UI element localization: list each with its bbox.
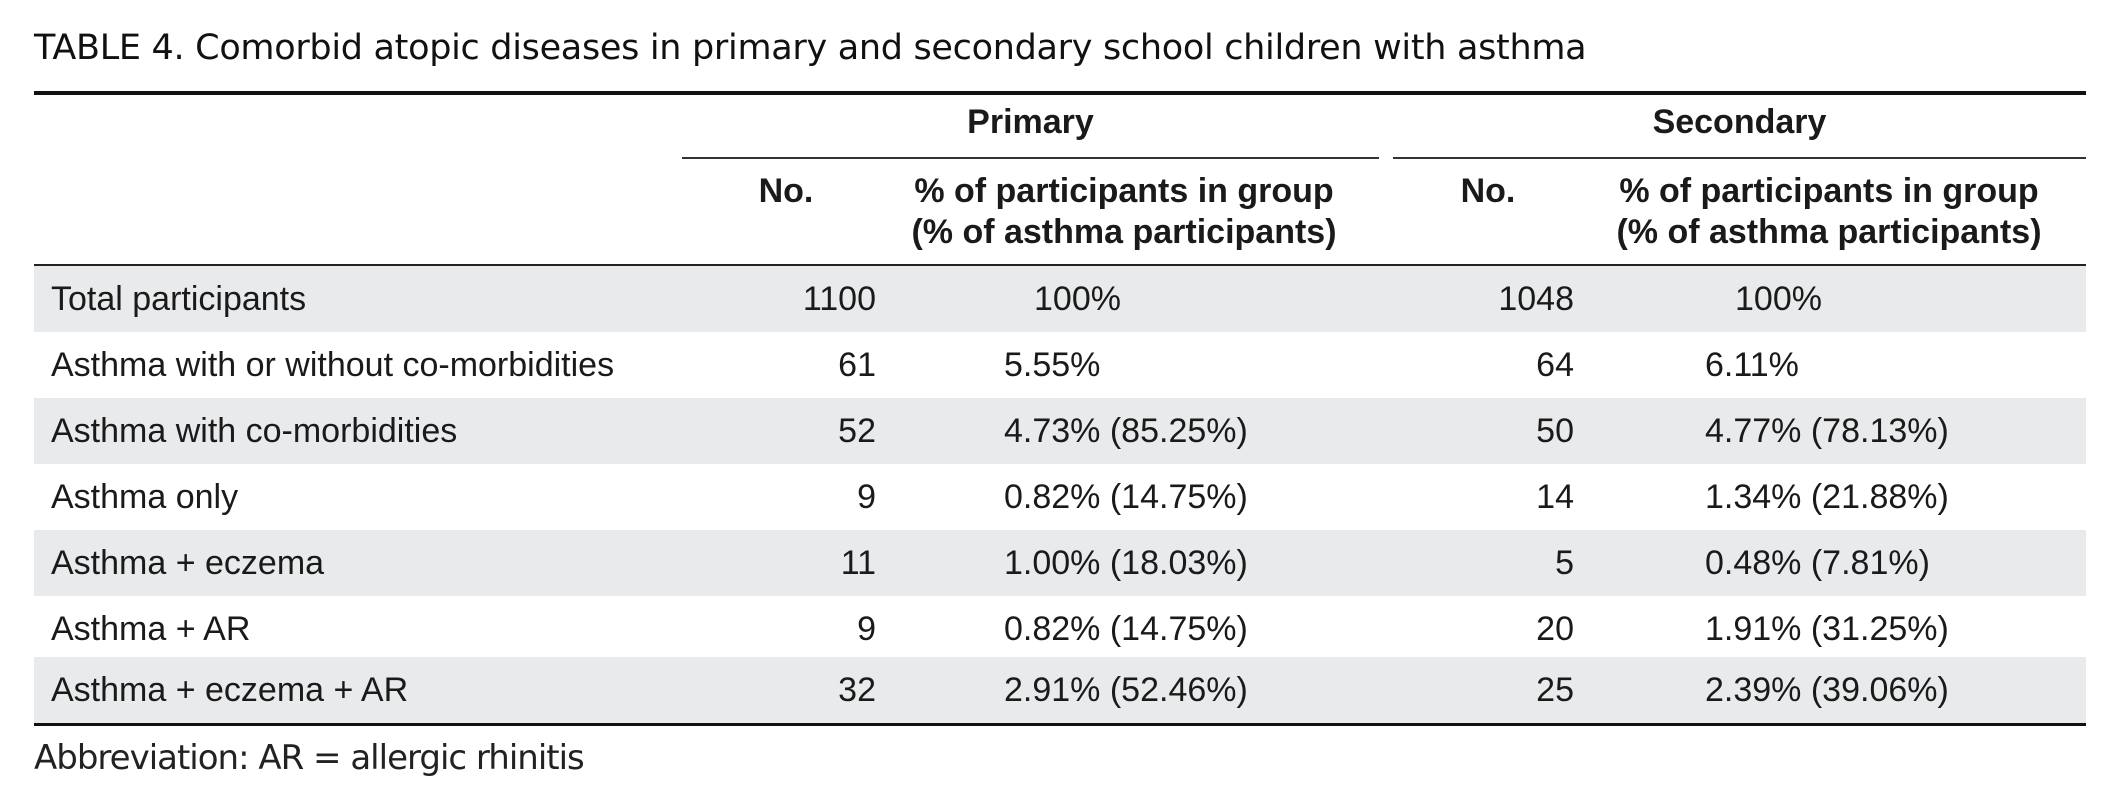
group-rule-primary: [682, 157, 1379, 159]
secondary-no: 50: [1536, 412, 1574, 450]
secondary-pct: 100%: [1735, 280, 1822, 318]
row-label: Asthma + eczema + AR: [51, 671, 409, 709]
row-label: Asthma + AR: [51, 610, 251, 648]
row-label: Total participants: [51, 280, 307, 318]
table-row: Asthma + AR 9 0.82% (14.75%) 20 1.91% (3…: [34, 596, 2086, 662]
table-footnote: Abbreviation: AR = allergic rhinitis: [34, 738, 585, 778]
primary-no: 11: [840, 544, 876, 582]
primary-no: 1100: [802, 280, 876, 318]
group-rule-secondary: [1393, 157, 2086, 159]
header-bottom-rule: [34, 264, 2086, 266]
header-line-1: % of participants in group: [914, 172, 1334, 210]
column-header-primary-no: No.: [758, 172, 814, 210]
bottom-rule: [34, 723, 2086, 726]
secondary-pct: 2.39% (39.06%): [1705, 671, 1949, 709]
secondary-pct: 4.77% (78.13%): [1705, 412, 1949, 450]
row-label: Asthma with or without co-morbidities: [51, 346, 615, 384]
table-row: Asthma with or without co-morbidities 61…: [34, 332, 2086, 398]
primary-no: 61: [838, 346, 876, 384]
secondary-no: 64: [1536, 346, 1574, 384]
primary-no: 52: [838, 412, 876, 450]
primary-pct: 100%: [1034, 280, 1121, 318]
group-header-primary: Primary: [967, 103, 1094, 141]
table-caption: TABLE 4. Comorbid atopic diseases in pri…: [34, 28, 1587, 68]
secondary-pct: 0.48% (7.81%): [1705, 544, 1930, 582]
primary-pct: 5.55%: [1004, 346, 1101, 384]
column-header-secondary-no: No.: [1460, 172, 1516, 210]
header-line-2: (% of asthma participants): [911, 213, 1337, 251]
secondary-no: 20: [1536, 610, 1574, 648]
secondary-pct: 1.91% (31.25%): [1705, 610, 1949, 648]
group-header-secondary: Secondary: [1652, 103, 1827, 141]
secondary-no: 5: [1555, 544, 1574, 582]
secondary-no: 1048: [1498, 280, 1574, 318]
primary-pct: 0.82% (14.75%): [1004, 610, 1248, 648]
secondary-pct: 6.11%: [1705, 346, 1799, 384]
primary-no: 9: [857, 478, 876, 516]
primary-no: 9: [857, 610, 876, 648]
primary-pct: 2.91% (52.46%): [1004, 671, 1248, 709]
table-row: Asthma only 9 0.82% (14.75%) 14 1.34% (2…: [34, 464, 2086, 530]
secondary-pct: 1.34% (21.88%): [1705, 478, 1949, 516]
secondary-no: 25: [1536, 671, 1574, 709]
column-header-secondary-pct: % of participants in group (% of asthma …: [1582, 171, 2076, 253]
primary-no: 32: [838, 671, 876, 709]
row-label: Asthma only: [51, 478, 239, 516]
top-rule: [34, 91, 2086, 95]
row-label: Asthma with co-morbidities: [51, 412, 458, 450]
secondary-no: 14: [1536, 478, 1574, 516]
primary-pct: 0.82% (14.75%): [1004, 478, 1248, 516]
table-row: Asthma + eczema + AR 32 2.91% (52.46%) 2…: [34, 657, 2086, 723]
header-line-2: (% of asthma participants): [1616, 213, 2042, 251]
column-header-primary-pct: % of participants in group (% of asthma …: [880, 171, 1368, 253]
header-line-1: % of participants in group: [1619, 172, 2039, 210]
table-row: Asthma + eczema 11 1.00% (18.03%) 5 0.48…: [34, 530, 2086, 596]
table-row: Asthma with co-morbidities 52 4.73% (85.…: [34, 398, 2086, 464]
primary-pct: 1.00% (18.03%): [1004, 544, 1248, 582]
primary-pct: 4.73% (85.25%): [1004, 412, 1248, 450]
table-row-total: Total participants 1100 100% 1048 100%: [34, 266, 2086, 332]
row-label: Asthma + eczema: [51, 544, 325, 582]
